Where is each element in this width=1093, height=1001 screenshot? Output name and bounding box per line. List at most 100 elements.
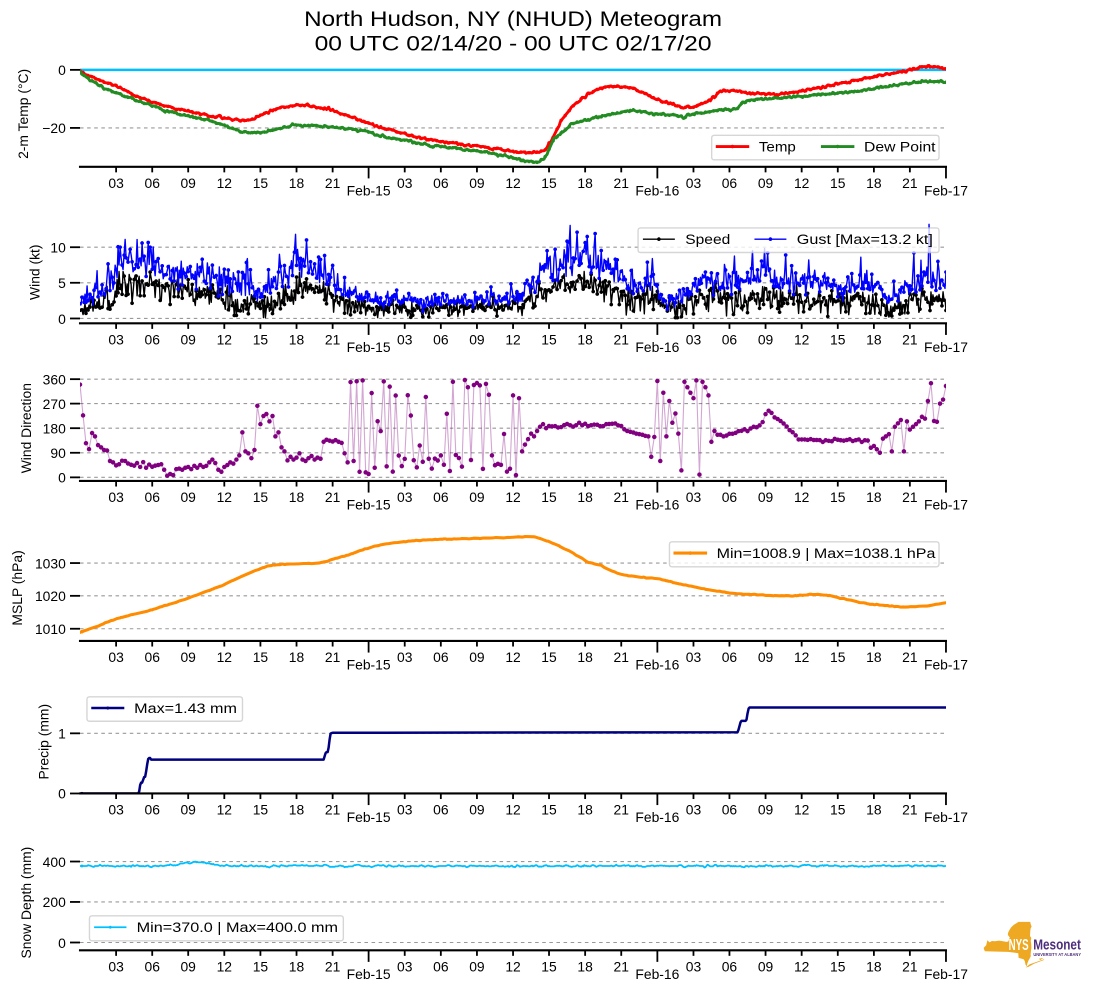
svg-text:06: 06 (145, 175, 161, 191)
svg-text:MSLP (hPa): MSLP (hPa) (9, 550, 25, 625)
svg-text:21: 21 (614, 175, 630, 191)
svg-text:18: 18 (289, 802, 305, 818)
svg-text:Feb-17: Feb-17 (924, 497, 968, 513)
svg-text:NYS: NYS (1009, 937, 1029, 954)
svg-text:18: 18 (577, 489, 593, 505)
svg-text:1: 1 (58, 726, 66, 742)
svg-text:Gust [Max=13.2 kt]: Gust [Max=13.2 kt] (797, 231, 933, 247)
svg-text:15: 15 (541, 802, 557, 818)
svg-text:21: 21 (325, 649, 341, 665)
svg-text:Snow Depth (mm): Snow Depth (mm) (18, 847, 34, 959)
svg-text:Feb-15: Feb-15 (347, 809, 391, 825)
svg-text:09: 09 (469, 649, 485, 665)
svg-text:200: 200 (43, 894, 66, 910)
svg-text:Feb-17: Feb-17 (924, 966, 968, 982)
svg-text:03: 03 (686, 175, 702, 191)
svg-text:09: 09 (180, 489, 196, 505)
svg-text:03: 03 (397, 175, 413, 191)
svg-text:1010: 1010 (35, 621, 66, 637)
svg-text:15: 15 (830, 489, 846, 505)
svg-text:12: 12 (505, 332, 521, 348)
svg-text:15: 15 (830, 175, 846, 191)
svg-text:18: 18 (289, 489, 305, 505)
svg-text:Feb-16: Feb-16 (635, 657, 679, 673)
svg-text:Temp: Temp (759, 138, 796, 154)
svg-text:15: 15 (541, 959, 557, 975)
svg-text:360: 360 (43, 371, 66, 387)
svg-text:09: 09 (469, 802, 485, 818)
svg-text:03: 03 (686, 802, 702, 818)
svg-text:06: 06 (722, 649, 738, 665)
svg-text:Feb-17: Feb-17 (924, 182, 968, 198)
svg-text:Feb-17: Feb-17 (924, 339, 968, 355)
svg-text:21: 21 (902, 649, 918, 665)
svg-text:18: 18 (289, 332, 305, 348)
svg-text:03: 03 (686, 959, 702, 975)
svg-text:03: 03 (397, 332, 413, 348)
svg-text:06: 06 (433, 332, 449, 348)
svg-text:15: 15 (830, 332, 846, 348)
svg-text:12: 12 (505, 802, 521, 818)
svg-text:09: 09 (469, 959, 485, 975)
svg-text:12: 12 (217, 649, 233, 665)
svg-text:12: 12 (794, 959, 810, 975)
svg-text:18: 18 (577, 802, 593, 818)
svg-text:18: 18 (866, 649, 882, 665)
svg-text:Dew Point: Dew Point (864, 138, 936, 154)
svg-text:0: 0 (58, 470, 66, 486)
svg-text:15: 15 (541, 649, 557, 665)
svg-text:03: 03 (397, 649, 413, 665)
svg-text:15: 15 (253, 175, 269, 191)
svg-text:18: 18 (866, 959, 882, 975)
svg-text:09: 09 (758, 649, 774, 665)
svg-text:12: 12 (794, 489, 810, 505)
svg-text:15: 15 (253, 802, 269, 818)
svg-text:400: 400 (43, 854, 66, 870)
svg-text:21: 21 (325, 175, 341, 191)
svg-text:06: 06 (433, 489, 449, 505)
svg-text:03: 03 (108, 489, 124, 505)
svg-text:12: 12 (217, 332, 233, 348)
svg-text:Max=1.43 mm: Max=1.43 mm (134, 700, 237, 716)
svg-text:21: 21 (325, 802, 341, 818)
svg-text:18: 18 (866, 175, 882, 191)
svg-text:03: 03 (108, 959, 124, 975)
svg-text:18: 18 (866, 489, 882, 505)
svg-text:12: 12 (217, 959, 233, 975)
svg-text:09: 09 (180, 959, 196, 975)
svg-text:12: 12 (794, 649, 810, 665)
svg-text:15: 15 (830, 802, 846, 818)
svg-text:03: 03 (686, 649, 702, 665)
svg-text:21: 21 (614, 649, 630, 665)
svg-text:06: 06 (433, 802, 449, 818)
svg-text:18: 18 (577, 175, 593, 191)
svg-text:09: 09 (180, 649, 196, 665)
svg-text:1020: 1020 (35, 588, 66, 604)
svg-text:21: 21 (902, 489, 918, 505)
svg-text:06: 06 (145, 649, 161, 665)
svg-text:03: 03 (108, 332, 124, 348)
svg-text:00 UTC 02/14/20 - 00 UTC 02/17: 00 UTC 02/14/20 - 00 UTC 02/17/20 (315, 30, 712, 55)
svg-text:06: 06 (145, 489, 161, 505)
svg-text:21: 21 (325, 489, 341, 505)
svg-text:21: 21 (902, 175, 918, 191)
svg-text:12: 12 (794, 332, 810, 348)
svg-text:09: 09 (180, 802, 196, 818)
svg-text:−20: −20 (42, 120, 66, 136)
svg-text:03: 03 (397, 959, 413, 975)
svg-text:06: 06 (433, 649, 449, 665)
svg-text:1030: 1030 (35, 555, 66, 571)
svg-text:18: 18 (866, 802, 882, 818)
svg-text:Speed: Speed (685, 231, 730, 247)
svg-text:09: 09 (469, 175, 485, 191)
svg-text:Feb-16: Feb-16 (635, 339, 679, 355)
svg-text:09: 09 (180, 332, 196, 348)
svg-text:03: 03 (397, 802, 413, 818)
svg-text:06: 06 (722, 332, 738, 348)
svg-text:21: 21 (902, 332, 918, 348)
svg-text:18: 18 (289, 959, 305, 975)
svg-text:12: 12 (505, 489, 521, 505)
svg-text:06: 06 (145, 802, 161, 818)
svg-text:12: 12 (794, 175, 810, 191)
svg-text:09: 09 (469, 332, 485, 348)
